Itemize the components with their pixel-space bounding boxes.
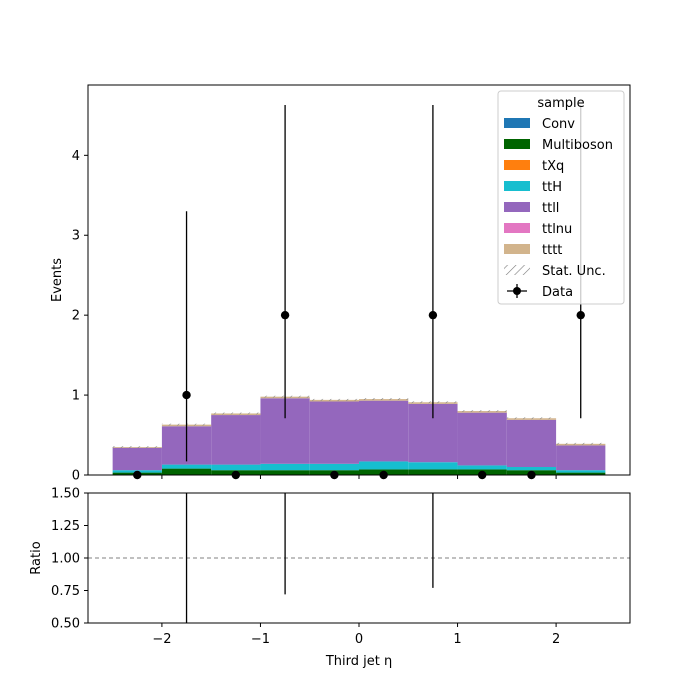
- data-point-6: [428, 310, 438, 320]
- legend-swatch-data: [507, 284, 527, 298]
- legend-label-multiboson: Multiboson: [542, 138, 613, 153]
- legend-swatch-tttt: [504, 244, 530, 254]
- legend-swatch-stat-unc: [504, 265, 530, 275]
- main-panel: 0 1 2 3 4 Events: [50, 84, 631, 484]
- bar-multiboson-bin-9: [556, 472, 606, 475]
- legend-swatch-txq: [504, 160, 530, 170]
- main-x-ticks: [161, 475, 557, 479]
- data-point-1: [182, 390, 191, 400]
- bar-ttll-bin-9: [556, 445, 606, 471]
- ratio-x-tick-label-1: −1: [251, 632, 270, 647]
- ratio-y-tick-label-1: 0.75: [51, 584, 80, 599]
- main-y-tick-label-1: 1: [72, 389, 80, 404]
- ratio-x-ticks: −2 −1 0 1 2: [152, 623, 560, 647]
- ratio-x-tick-label-0: −2: [152, 632, 171, 647]
- main-y-tick-label-4: 4: [72, 149, 80, 164]
- legend-label-data: Data: [542, 285, 573, 300]
- ratio-y-axis-title: Ratio: [29, 541, 44, 574]
- legend-label-conv: Conv: [542, 117, 575, 132]
- ratio-y-ticks: 0.50 0.75 1.00 1.25 1.50: [51, 487, 88, 632]
- legend-label-stat-unc: Stat. Unc.: [542, 264, 606, 279]
- legend: sample Conv Multiboson tXq ttH ttll ttlnu tttt…: [497, 90, 625, 305]
- legend-label-tttt: tttt: [542, 243, 562, 258]
- bar-ttll-bin-4: [309, 401, 359, 464]
- bar-tth-bin-4: [309, 463, 359, 471]
- main-y-tick-label-2: 2: [72, 309, 80, 324]
- data-point-9: [576, 310, 585, 320]
- stat-unc-bin-8: [506, 417, 557, 420]
- bar-tth-bin-1: [161, 464, 212, 469]
- legend-swatch-multiboson: [504, 139, 530, 149]
- data-point-3: [280, 310, 290, 320]
- legend-label-ttll: ttll: [542, 201, 559, 216]
- bar-tth-bin-6: [408, 462, 458, 470]
- x-axis-title: Third jet η: [325, 654, 392, 669]
- stat-unc-bin-2: [211, 412, 261, 415]
- bar-tth-bin-8: [506, 467, 557, 471]
- bar-multiboson-bin-6: [408, 469, 458, 475]
- legend-label-ttlnu: ttlnu: [542, 222, 572, 237]
- stat-unc-bin-4: [309, 398, 359, 401]
- stat-unc-bin-0: [112, 446, 162, 448]
- bar-multiboson-bin-3: [260, 470, 310, 475]
- main-y-ticks: 0 1 2 3 4: [72, 149, 88, 484]
- bar-tth-bin-2: [211, 464, 261, 471]
- bar-tth-bin-9: [556, 470, 606, 473]
- stat-unc-bin-9: [556, 442, 606, 445]
- bar-ttll-bin-8: [506, 419, 557, 468]
- ratio-x-tick-label-2: 0: [355, 632, 363, 647]
- main-y-tick-label-0: 0: [72, 469, 80, 484]
- legend-items: Conv Multiboson tXq ttH ttll ttlnu tttt Stat. U…: [504, 117, 613, 300]
- stat-unc-bin-7: [457, 410, 507, 413]
- ratio-y-tick-label-0: 0.50: [51, 617, 80, 632]
- legend-swatch-tth: [504, 181, 530, 191]
- legend-swatch-conv: [504, 118, 530, 128]
- legend-label-txq: tXq: [542, 159, 564, 174]
- stat-unc-bin-5: [359, 398, 409, 401]
- bar-tth-bin-3: [260, 463, 310, 471]
- ratio-panel: 0.50 0.75 1.00 1.25 1.50 −2 −1 0 1 2 Ratio Third…: [29, 487, 631, 669]
- bar-ttll-bin-7: [457, 412, 507, 466]
- bar-tth-bin-5: [359, 461, 409, 470]
- bar-ttll-bin-5: [359, 400, 409, 462]
- legend-label-tth: ttH: [542, 180, 562, 195]
- bar-ttll-bin-0: [112, 447, 162, 471]
- ratio-x-tick-label-4: 2: [552, 632, 560, 647]
- bar-multiboson-bin-1: [161, 468, 212, 475]
- legend-swatch-ttlnu: [504, 223, 530, 233]
- ratio-error-bars: [185, 493, 434, 623]
- bar-ttll-bin-2: [211, 415, 261, 465]
- ratio-x-tick-label-3: 1: [453, 632, 461, 647]
- ratio-y-tick-label-4: 1.50: [51, 487, 80, 502]
- ratio-y-tick-label-3: 1.25: [51, 519, 80, 534]
- ratio-y-tick-label-2: 1.00: [51, 552, 80, 567]
- main-y-axis-title: Events: [50, 258, 65, 302]
- legend-swatch-ttll: [504, 202, 530, 212]
- main-y-tick-label-3: 3: [72, 229, 80, 244]
- legend-title: sample: [537, 96, 584, 111]
- bar-tth-bin-7: [457, 465, 507, 470]
